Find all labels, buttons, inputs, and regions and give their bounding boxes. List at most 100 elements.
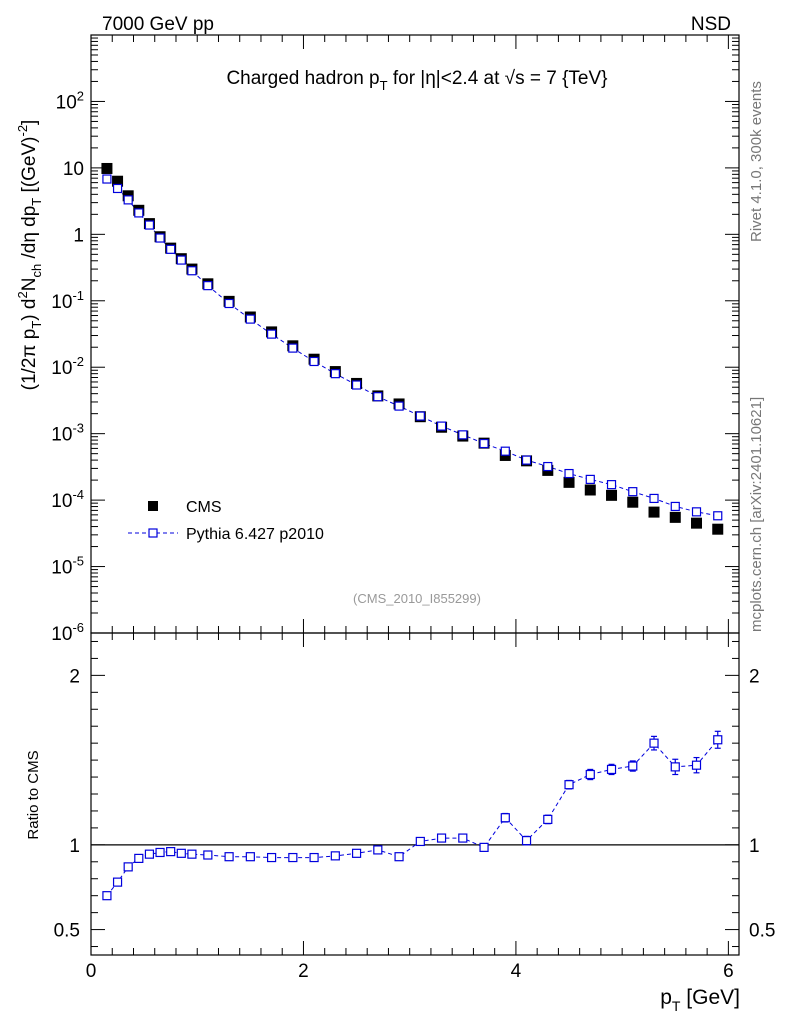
pythia-point: [394, 401, 404, 411]
pythia-point: [649, 493, 659, 504]
cms-point: [606, 489, 618, 501]
ratio-point: [585, 769, 595, 780]
pythia-point: [436, 421, 447, 431]
pythia-point: [203, 281, 213, 291]
ratio-point: [102, 891, 112, 901]
pythia-point: [224, 298, 234, 309]
x-axis-label: pT [GeV]: [660, 986, 740, 1014]
pythia-point: [245, 314, 255, 324]
ratio-point: [479, 842, 489, 852]
ratio-y-tick-label-right: 2: [749, 666, 760, 687]
ratio-plot-frame: [90, 632, 740, 956]
ratio-point: [112, 877, 123, 887]
ratio-point: [713, 735, 723, 745]
pythia-point: [606, 480, 617, 490]
ratio-point: [144, 849, 155, 859]
pythia-point: [309, 356, 319, 367]
pythia-point: [144, 220, 155, 230]
ratio-point: [288, 852, 298, 863]
pythia-point: [288, 343, 298, 353]
cms-point: [101, 162, 113, 174]
x-tick-label: 6: [723, 961, 734, 982]
pythia-point: [543, 461, 553, 472]
pythia-point: [123, 195, 133, 205]
rivet-label: Rivet 4.1.0, 300k events: [748, 81, 765, 242]
ratio-point: [628, 761, 638, 771]
main-plot-frame: [90, 34, 740, 634]
ratio-point: [415, 836, 425, 847]
ratio-point: [670, 762, 680, 772]
pythia-point: [713, 511, 723, 521]
pythia-point: [134, 208, 144, 218]
ratio-point: [649, 738, 659, 748]
main-chart-title: Charged hadron pT for |η|<2.4 at √s = 7 …: [226, 68, 607, 93]
ratio-point: [436, 833, 447, 843]
ratio-point: [224, 852, 234, 862]
pythia-point: [564, 468, 574, 479]
pythia-point: [415, 411, 425, 421]
y-tick-label: 102: [56, 88, 84, 113]
x-tick-label: 0: [86, 961, 97, 982]
ratio-point: [521, 836, 532, 846]
cms-point: [627, 496, 639, 508]
cms-point: [112, 175, 124, 187]
legend-pythia-marker: [148, 528, 158, 538]
legend-pythia-label: Pythia 6.427 p2010: [186, 526, 324, 543]
ratio-y-tick-label-right: 1: [749, 836, 760, 857]
cms-point: [669, 511, 681, 523]
ratio-point: [394, 852, 404, 862]
header-right: NSD: [691, 14, 731, 35]
pythia-point: [187, 266, 197, 276]
ratio-point: [458, 833, 468, 843]
ratio-point: [187, 849, 197, 859]
analysis-watermark: (CMS_2010_I855299): [353, 591, 481, 606]
y-tick-label: 10-5: [51, 554, 84, 579]
main-y-axis-label: (1/2π pT) d2Nch /dη dpT [(GeV)-2]: [15, 120, 44, 391]
ratio-point: [373, 845, 383, 855]
y-tick-label: 1: [73, 225, 84, 246]
pythia-point: [628, 487, 638, 497]
ratio-point: [309, 852, 319, 863]
ratio-point: [203, 850, 213, 860]
pythia-point: [458, 430, 468, 440]
pythia-point: [585, 474, 595, 484]
ratio-y-tick-label-left: 1: [69, 836, 80, 857]
ratio-point: [266, 852, 277, 863]
cms-point: [712, 523, 724, 535]
x-tick-label: 2: [298, 961, 309, 982]
ratio-point: [155, 847, 165, 858]
y-tick-label: 10-2: [51, 354, 84, 379]
pythia-point: [330, 369, 340, 379]
ratio-y-axis-label: Ratio to CMS: [25, 750, 42, 839]
ratio-point: [351, 848, 362, 858]
ratio-y-tick-label-right: 0.5: [749, 921, 775, 942]
pythia-point: [176, 255, 186, 265]
cms-point: [648, 506, 660, 518]
pythia-point: [670, 501, 680, 512]
ratio-point: [564, 780, 574, 790]
data-layer: [101, 162, 724, 901]
legend-cms-label: CMS: [186, 499, 222, 516]
ratio-point: [123, 862, 133, 872]
cms-point: [584, 484, 596, 496]
legend-cms-marker: [148, 501, 158, 511]
ratio-point: [245, 852, 255, 862]
ratio-point: [543, 814, 553, 825]
pythia-point: [500, 446, 510, 456]
pythia-point: [691, 507, 702, 517]
legend: CMS Pythia 6.427 p2010: [128, 499, 324, 543]
ratio-line: [106, 739, 719, 897]
pythia-point: [521, 455, 532, 465]
y-tick-label: 10-6: [51, 620, 84, 645]
y-tick-label: 10-4: [51, 487, 84, 512]
ratio-point: [606, 764, 617, 775]
cms-point: [691, 517, 703, 529]
y-tick-label: 10: [63, 159, 84, 180]
pythia-main-line: [106, 178, 718, 517]
pythia-point: [479, 438, 489, 449]
mcplots-label: mcplots.cern.ch [arXiv:2401.10621]: [748, 397, 765, 632]
cms-point: [563, 476, 575, 488]
ratio-point: [330, 851, 340, 861]
ratio-y-tick-label-left: 0.5: [54, 921, 80, 942]
